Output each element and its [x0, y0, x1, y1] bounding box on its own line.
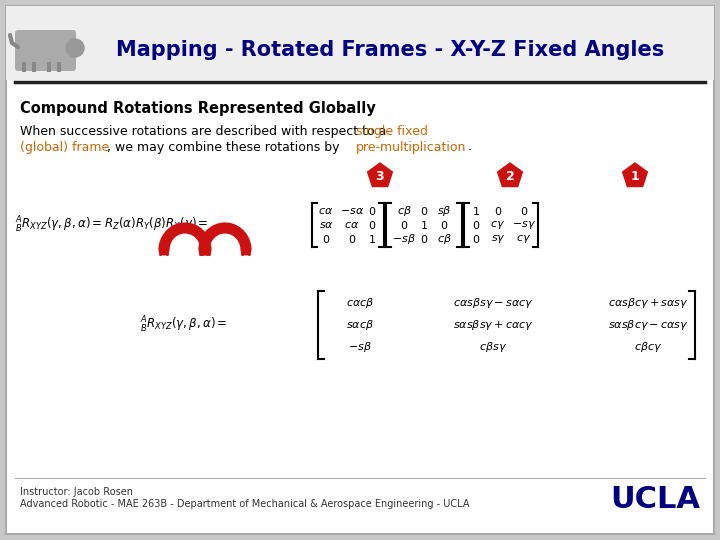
Text: $c\alpha$: $c\alpha$: [318, 206, 333, 216]
Text: $0$: $0$: [322, 233, 330, 245]
Text: $0$: $0$: [420, 205, 428, 217]
Text: Advanced Robotic - MAE 263B - Department of Mechanical & Aerospace Engineering -: Advanced Robotic - MAE 263B - Department…: [20, 499, 469, 509]
Text: $0$: $0$: [400, 219, 408, 231]
Text: 2: 2: [505, 170, 514, 183]
Bar: [32, 62, 36, 72]
Text: $c\beta$: $c\beta$: [397, 204, 411, 218]
Polygon shape: [368, 163, 392, 186]
Polygon shape: [498, 163, 523, 186]
Polygon shape: [623, 163, 647, 186]
Text: Mapping - Rotated Frames - X-Y-Z Fixed Angles: Mapping - Rotated Frames - X-Y-Z Fixed A…: [116, 40, 664, 60]
Text: $0$: $0$: [368, 219, 376, 231]
Text: $c\gamma$: $c\gamma$: [516, 233, 531, 245]
Text: $1$: $1$: [368, 233, 376, 245]
Text: $0$: $0$: [520, 205, 528, 217]
Text: $s\alpha s\beta c\gamma - c\alpha s\gamma$: $s\alpha s\beta c\gamma - c\alpha s\gamm…: [608, 318, 688, 332]
Text: $-s\alpha$: $-s\alpha$: [340, 206, 364, 216]
Text: $c\alpha s\beta c\gamma + s\alpha s\gamma$: $c\alpha s\beta c\gamma + s\alpha s\gamm…: [608, 296, 688, 310]
Text: $0$: $0$: [420, 233, 428, 245]
Text: $s\gamma$: $s\gamma$: [490, 233, 505, 245]
Text: When successive rotations are described with respect to a: When successive rotations are described …: [20, 125, 390, 138]
Text: $0$: $0$: [368, 205, 376, 217]
Text: , we may combine these rotations by: , we may combine these rotations by: [107, 140, 343, 153]
Text: $c\beta s\gamma$: $c\beta s\gamma$: [479, 340, 507, 354]
Text: $s\alpha c\beta$: $s\alpha c\beta$: [346, 318, 374, 332]
Bar: [22, 62, 26, 72]
Text: $c\alpha s\beta s\gamma - s\alpha c\gamma$: $c\alpha s\beta s\gamma - s\alpha c\gamm…: [453, 296, 534, 310]
Text: $c\beta$: $c\beta$: [436, 232, 451, 246]
Text: pre-multiplication: pre-multiplication: [356, 140, 467, 153]
Circle shape: [66, 39, 84, 57]
Text: .: .: [468, 140, 472, 153]
Text: $c\beta c\gamma$: $c\beta c\gamma$: [634, 340, 662, 354]
Text: $c\alpha c\beta$: $c\alpha c\beta$: [346, 296, 374, 310]
Bar: [47, 62, 51, 72]
Text: $s\alpha s\beta s\gamma + c\alpha c\gamma$: $s\alpha s\beta s\gamma + c\alpha c\gamm…: [453, 318, 534, 332]
Text: ${}^A_B R_{XYZ}(\gamma,\beta,\alpha) = R_Z(\alpha)R_Y(\beta)R_X(\gamma) =$: ${}^A_B R_{XYZ}(\gamma,\beta,\alpha) = R…: [15, 215, 209, 235]
Text: $0$: $0$: [440, 219, 448, 231]
Text: $c\alpha$: $c\alpha$: [344, 220, 360, 230]
Text: single fixed: single fixed: [356, 125, 428, 138]
Text: $0$: $0$: [472, 219, 480, 231]
Text: 1: 1: [631, 170, 639, 183]
Text: $-s\beta$: $-s\beta$: [392, 232, 416, 246]
Text: UCLA: UCLA: [610, 485, 700, 515]
Text: $-s\beta$: $-s\beta$: [348, 340, 372, 354]
Text: Instructor: Jacob Rosen: Instructor: Jacob Rosen: [20, 487, 133, 497]
Bar: [6, 6, 714, 80]
FancyBboxPatch shape: [6, 6, 714, 534]
Text: $s\alpha$: $s\alpha$: [318, 220, 333, 230]
Text: $c\gamma$: $c\gamma$: [490, 219, 505, 231]
Text: $-s\gamma$: $-s\gamma$: [512, 219, 536, 231]
Text: (global) frame: (global) frame: [20, 140, 109, 153]
Text: 3: 3: [376, 170, 384, 183]
Text: $0$: $0$: [494, 205, 502, 217]
FancyBboxPatch shape: [15, 30, 76, 71]
Text: ${}^A_B R_{XYZ}(\gamma,\beta,\alpha) =$: ${}^A_B R_{XYZ}(\gamma,\beta,\alpha) =$: [140, 315, 228, 335]
Bar: [57, 62, 61, 72]
Text: Compound Rotations Represented Globally: Compound Rotations Represented Globally: [20, 100, 376, 116]
Text: $s\beta$: $s\beta$: [437, 204, 451, 218]
Text: $1$: $1$: [472, 205, 480, 217]
Text: $0$: $0$: [472, 233, 480, 245]
Text: $0$: $0$: [348, 233, 356, 245]
Text: $1$: $1$: [420, 219, 428, 231]
